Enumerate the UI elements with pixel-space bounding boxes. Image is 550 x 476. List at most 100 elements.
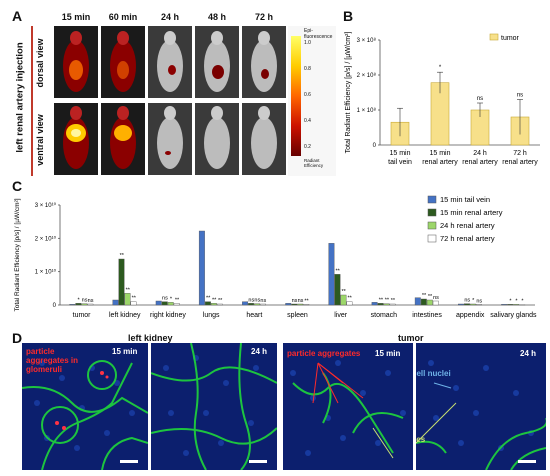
y-tick-label: 2 × 10¹⁰ <box>35 235 57 242</box>
label-particle-aggregates-glomeruli: particle aggregates in glomeruli <box>26 347 79 374</box>
y-tick-label: 3 × 10¹⁰ <box>35 202 57 209</box>
label-time-24h: 24 h <box>251 347 268 356</box>
timepoint-label: 15 min <box>61 12 91 22</box>
label-cell-nuclei: cell nuclei <box>416 369 451 378</box>
legend-swatch <box>489 33 499 41</box>
bar <box>167 302 174 306</box>
mouse-image-dorsal-60min <box>101 26 145 98</box>
bar <box>155 300 162 306</box>
mouse-image-dorsal-15min <box>54 26 98 98</box>
significance-label: ** <box>132 296 137 302</box>
left-kidney-title: left kidney <box>128 333 173 343</box>
colorbar-unit: Radiant Efficiency <box>304 158 324 168</box>
legend-label: tumor <box>501 35 520 42</box>
bar <box>420 298 427 306</box>
bar <box>248 303 255 306</box>
significance-label: ** <box>391 298 396 304</box>
mouse-image-ventral-15min <box>54 103 98 175</box>
x-tick-label: intestines <box>412 312 442 319</box>
x-tick-label: right kidney <box>150 312 186 319</box>
bar <box>328 243 335 306</box>
bar <box>383 303 390 306</box>
row-label-ventral: ventral view <box>35 114 45 166</box>
mouse-image-dorsal-72h <box>242 26 286 98</box>
legend-swatch <box>427 221 437 230</box>
x-tick-label: 15 min <box>429 150 450 157</box>
significance-label: ** <box>218 298 223 304</box>
legend-label: 15 min tail vein <box>440 195 490 204</box>
panel-d-letter: D <box>12 330 23 346</box>
significance-label: ns <box>82 298 88 304</box>
mouse-image-ventral-48h <box>195 103 239 175</box>
bar <box>216 303 223 306</box>
y-tick-label: 2 × 10⁸ <box>357 72 377 79</box>
side-label-line <box>31 26 33 176</box>
bar <box>513 304 520 306</box>
x-tick-label: salivary glands <box>490 312 537 319</box>
bar <box>112 299 119 306</box>
significance-label: * <box>78 297 81 303</box>
y-tick-label: 3 × 10⁸ <box>357 37 377 44</box>
x-tick-label: renal artery <box>422 159 458 166</box>
bar <box>334 274 341 306</box>
x-tick-label: liver <box>334 312 348 319</box>
label-particle-aggregates: particle aggregates <box>287 349 361 358</box>
bar <box>285 303 292 306</box>
bar <box>458 303 464 306</box>
significance-label: * <box>170 296 173 302</box>
y-tick-label: 0 <box>373 143 377 149</box>
significance-label: ns <box>162 296 168 302</box>
x-tick-label: appendix <box>456 312 485 319</box>
significance-label: * <box>521 299 524 305</box>
panel-b-letter: B <box>343 8 354 24</box>
colorbar-tick: 0.6 <box>304 92 311 98</box>
bar <box>303 304 310 306</box>
bar <box>291 303 298 306</box>
bar <box>69 304 76 306</box>
x-tick-label: renal artery <box>502 159 538 166</box>
significance-label: ** <box>348 296 353 302</box>
bar <box>254 303 261 306</box>
timepoint-label: 60 min <box>108 12 138 22</box>
significance-label: ** <box>428 294 433 300</box>
significance-label: ** <box>212 297 217 303</box>
bar <box>519 304 526 306</box>
significance-label: ns <box>248 297 254 303</box>
mouse-image-ventral-24h <box>148 103 192 175</box>
significance-label: ns <box>517 93 523 99</box>
bar <box>297 303 304 306</box>
significance-label: ** <box>336 268 341 274</box>
significance-label: ** <box>379 297 384 303</box>
bar <box>81 303 88 306</box>
significance-label: ** <box>342 289 347 295</box>
legend-swatch <box>427 234 437 243</box>
micrograph-kidney-15min: particle aggregates in glomeruli 15 min <box>22 343 148 470</box>
colorbar-tick: 0.8 <box>304 66 311 72</box>
bar <box>414 297 421 306</box>
panel-c-chart: 0 1 × 10¹⁰ 2 × 10¹⁰ 3 × 10¹⁰ Total Radiant E… <box>14 195 537 319</box>
bar <box>124 293 131 306</box>
bar <box>476 304 482 306</box>
mouse-image-ventral-72h <box>242 103 286 175</box>
bar <box>507 304 514 306</box>
x-tick-label: 24 h <box>473 150 487 157</box>
significance-label: ns <box>433 295 439 301</box>
bar <box>346 301 353 306</box>
bar <box>173 303 180 306</box>
colorbar-tick: 0.2 <box>304 144 311 150</box>
micrograph-tumor-24h: cell nuclei capillaries 24 h <box>416 343 546 470</box>
y-tick-label: 1 × 10⁸ <box>357 107 377 114</box>
significance-label: * <box>472 298 475 304</box>
bar <box>340 294 347 306</box>
mouse-image-ventral-60min <box>101 103 145 175</box>
colorbar-tick: 1.0 <box>304 40 311 46</box>
significance-label: * <box>439 65 442 71</box>
significance-label: ** <box>304 298 309 304</box>
panel-b-chart: 0 1 × 10⁸ 2 × 10⁸ 3 × 10⁸ Total Radiant Effi… <box>345 32 540 166</box>
micrograph-tumor-15min: particle aggregates 15 min <box>283 343 413 470</box>
bar <box>198 230 205 306</box>
side-label: left renal artery injection <box>14 42 26 153</box>
timepoint-label: 48 h <box>207 12 226 22</box>
bar <box>470 303 476 306</box>
timepoint-label: 72 h <box>254 12 273 22</box>
